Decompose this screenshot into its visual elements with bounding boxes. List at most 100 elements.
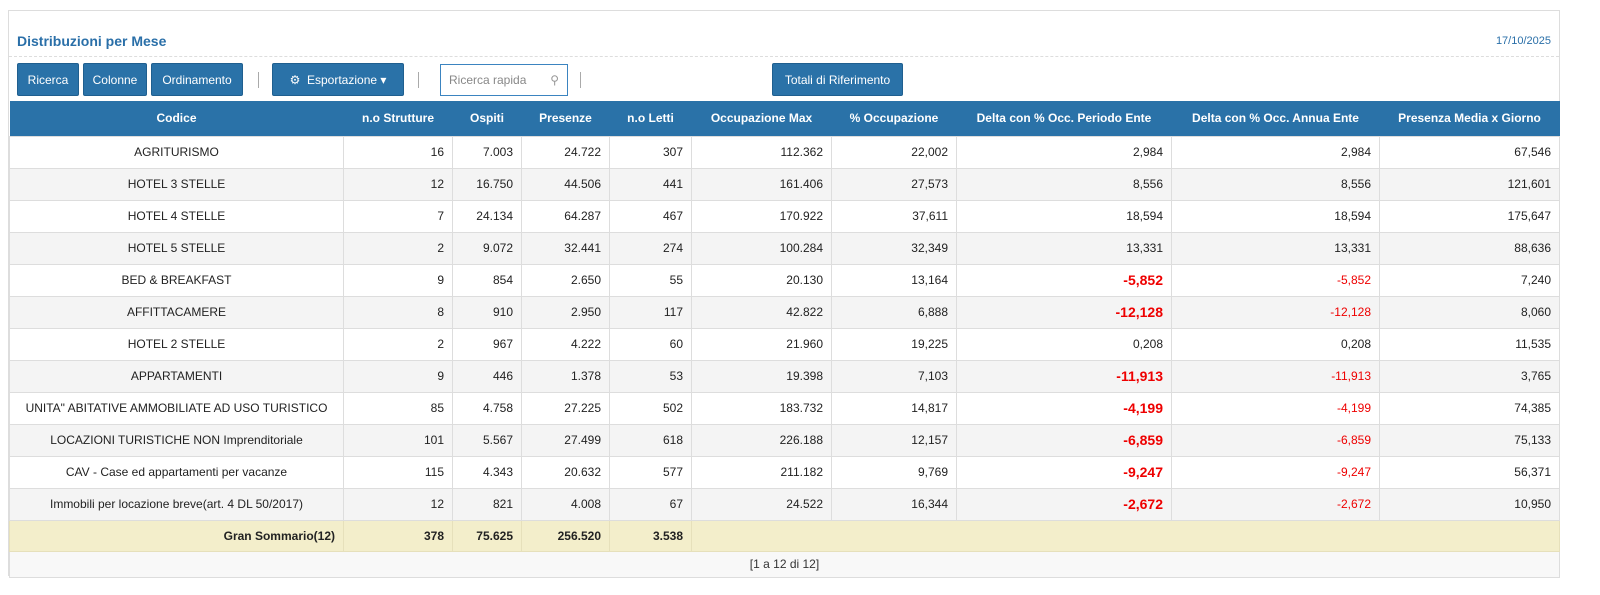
table-cell: 170.922 [691, 199, 832, 233]
table-cell: 56,371 [1379, 455, 1560, 489]
table-row[interactable]: Immobili per locazione breve(art. 4 DL 5… [9, 487, 1560, 521]
table-cell: 821 [452, 487, 522, 521]
table-cell: 19.398 [691, 359, 832, 393]
column-header[interactable]: n.o Letti [609, 101, 692, 136]
table-cell: BED & BREAKFAST [9, 263, 344, 297]
column-header[interactable]: Ospiti [452, 101, 522, 136]
table-row[interactable]: APPARTAMENTI 9 446 1.378 53 19.398 7,103 -11,91… [9, 359, 1560, 393]
table-cell: 85 [343, 391, 453, 425]
report-date: 17/10/2025 [1495, 35, 1551, 47]
table-row[interactable]: HOTEL 2 STELLE 2 967 4.222 60 21.960 19,225 0,2… [9, 327, 1560, 361]
search-button[interactable]: Ricerca [17, 63, 79, 96]
table-cell: 854 [452, 263, 522, 297]
table-cell: HOTEL 3 STELLE [9, 167, 344, 201]
toolbar: Ricerca Colonne Ordinamento ⚙ Esportazio… [17, 63, 1559, 97]
table-row[interactable]: AGRITURISMO 16 7.003 24.722 307 112.362 22,002… [9, 135, 1560, 169]
total-strutture: 378 [343, 519, 453, 552]
table-cell: 7.003 [452, 135, 522, 169]
table-cell: -4,199 [956, 391, 1172, 425]
column-header[interactable]: n.o Strutture [343, 101, 453, 136]
table-row[interactable]: HOTEL 3 STELLE 12 16.750 44.506 441 161.406 27… [9, 167, 1560, 201]
quick-search-placeholder: Ricerca rapida [449, 73, 527, 87]
table-cell: 6,888 [831, 295, 957, 329]
table-cell: -5,852 [956, 263, 1172, 297]
table-cell: Immobili per locazione breve(art. 4 DL 5… [9, 487, 344, 521]
total-empty [691, 519, 1560, 552]
table-cell: 1.378 [521, 359, 610, 393]
table-cell: 20.632 [521, 455, 610, 489]
table-cell: -2,672 [1171, 487, 1380, 521]
table-row[interactable]: UNITA" ABITATIVE AMMOBILIATE AD USO TURI… [9, 391, 1560, 425]
table-cell: 2 [343, 327, 453, 361]
table-cell: 9 [343, 263, 453, 297]
table-cell: 115 [343, 455, 453, 489]
table-cell: 7,240 [1379, 263, 1560, 297]
column-header[interactable]: Delta con % Occ. Annua Ente [1171, 101, 1380, 136]
table-row[interactable]: LOCAZIONI TURISTICHE NON Imprenditoriale… [9, 423, 1560, 457]
panel-header: Distribuzioni per Mese 17/10/2025 [9, 11, 1559, 57]
table-cell: 12,157 [831, 423, 957, 457]
table-cell: 161.406 [691, 167, 832, 201]
table-cell: 0,208 [956, 327, 1172, 361]
table-cell: 8,060 [1379, 295, 1560, 329]
table-cell: 37,611 [831, 199, 957, 233]
column-header[interactable]: Presenza Media x Giorno [1379, 101, 1560, 136]
table-cell: 446 [452, 359, 522, 393]
table-cell: -2,672 [956, 487, 1172, 521]
table-cell: 53 [609, 359, 692, 393]
table-cell: 4.758 [452, 391, 522, 425]
table-cell: 183.732 [691, 391, 832, 425]
table-row[interactable]: BED & BREAKFAST 9 854 2.650 55 20.130 13,164 -5… [9, 263, 1560, 297]
table-cell: 16,344 [831, 487, 957, 521]
table-cell: 618 [609, 423, 692, 457]
table-cell: 12 [343, 167, 453, 201]
toolbar-divider [580, 72, 581, 88]
column-header[interactable]: % Occupazione [831, 101, 957, 136]
table-cell: 11,535 [1379, 327, 1560, 361]
table-row[interactable]: HOTEL 5 STELLE 2 9.072 32.441 274 100.284 32,3… [9, 231, 1560, 265]
table-cell: 74,385 [1379, 391, 1560, 425]
toolbar-divider [258, 72, 259, 88]
table-cell: 226.188 [691, 423, 832, 457]
table-cell: 4.343 [452, 455, 522, 489]
quick-search-input[interactable]: Ricerca rapida ⚲ [440, 64, 568, 96]
sort-button[interactable]: Ordinamento [151, 63, 243, 96]
table-cell: 9,769 [831, 455, 957, 489]
table-row[interactable]: AFFITTACAMERE 8 910 2.950 117 42.822 6,888 -12,… [9, 295, 1560, 329]
table-cell: 24.522 [691, 487, 832, 521]
table-cell: -4,199 [1171, 391, 1380, 425]
table-cell: 5.567 [452, 423, 522, 457]
export-dropdown[interactable]: ⚙ Esportazione ▾ [272, 63, 404, 96]
columns-button[interactable]: Colonne [83, 63, 147, 96]
column-header[interactable]: Delta con % Occ. Periodo Ente [956, 101, 1172, 136]
table-cell: HOTEL 4 STELLE [9, 199, 344, 233]
total-label: Gran Sommario(12) [9, 519, 344, 552]
reference-totals-button[interactable]: Totali di Riferimento [772, 63, 903, 96]
table-cell: 502 [609, 391, 692, 425]
table-row[interactable]: HOTEL 4 STELLE 7 24.134 64.287 467 170.922 37,… [9, 199, 1560, 233]
table-cell: -12,128 [1171, 295, 1380, 329]
table-cell: 274 [609, 231, 692, 265]
table-cell: 27,573 [831, 167, 957, 201]
table-cell: 4.008 [521, 487, 610, 521]
table-cell: 121,601 [1379, 167, 1560, 201]
table-cell: 14,817 [831, 391, 957, 425]
table-cell: 441 [609, 167, 692, 201]
table-cell: 24.134 [452, 199, 522, 233]
column-header[interactable]: Codice [9, 101, 344, 136]
total-ospiti: 75.625 [452, 519, 522, 552]
table-cell: 117 [609, 295, 692, 329]
table-cell: -5,852 [1171, 263, 1380, 297]
column-header[interactable]: Occupazione Max [691, 101, 832, 136]
table-cell: 44.506 [521, 167, 610, 201]
column-header[interactable]: Presenze [521, 101, 610, 136]
table-cell: 101 [343, 423, 453, 457]
table-cell: -12,128 [956, 295, 1172, 329]
table-cell: 27.499 [521, 423, 610, 457]
table-cell: CAV - Case ed appartamenti per vacanze [9, 455, 344, 489]
table-cell: 577 [609, 455, 692, 489]
page-title: Distribuzioni per Mese [17, 33, 167, 49]
table-row[interactable]: CAV - Case ed appartamenti per vacanze 11… [9, 455, 1560, 489]
table-cell: 175,647 [1379, 199, 1560, 233]
table-cell: 7,103 [831, 359, 957, 393]
